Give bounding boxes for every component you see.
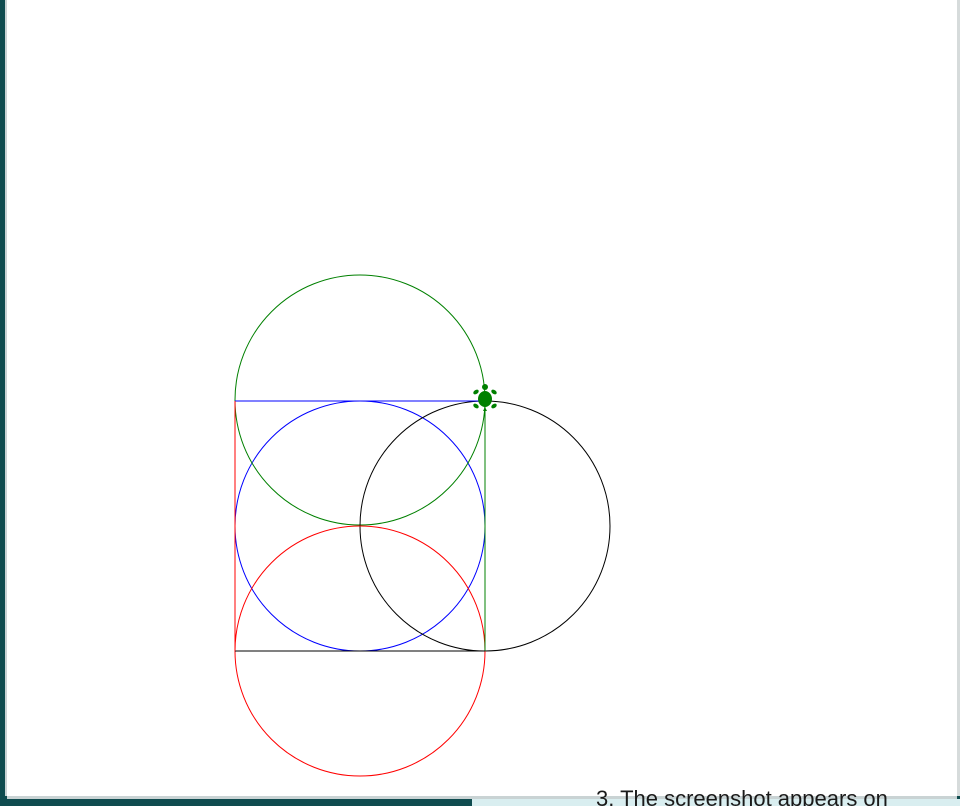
drawing-surface: [234, 274, 611, 777]
window-right-edge: [957, 0, 960, 796]
green-circle: [234, 274, 486, 526]
turtle-icon: [473, 384, 497, 411]
background-window-panel: [472, 799, 960, 806]
window-left-edge: [0, 0, 5, 806]
window-left-border: [5, 0, 7, 796]
background-window-text: 3. The screenshot appears on: [596, 786, 888, 806]
turtle-canvas[interactable]: [7, 0, 957, 796]
window-bottom-border: [7, 796, 957, 799]
